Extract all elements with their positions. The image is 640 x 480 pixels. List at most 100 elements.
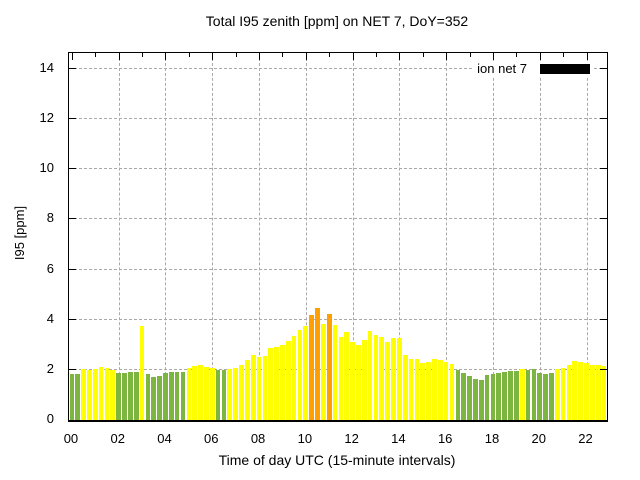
y-tick-mark	[600, 368, 607, 370]
y-tick-value: 0	[46, 411, 54, 426]
bar	[233, 368, 238, 420]
bar	[566, 365, 572, 420]
bar	[81, 369, 86, 420]
bar	[315, 308, 320, 420]
y-gridline	[69, 268, 607, 270]
bar	[367, 331, 373, 420]
bar	[385, 342, 391, 420]
x-minor-tick-mark	[235, 53, 237, 57]
x-tick-mark	[492, 53, 494, 60]
y-gridline	[69, 68, 607, 70]
bar	[549, 372, 554, 420]
bar	[432, 358, 437, 420]
x-minor-tick-mark	[422, 53, 424, 57]
bar	[595, 365, 601, 420]
bar	[128, 372, 133, 420]
bar	[344, 331, 350, 420]
bar	[531, 369, 537, 420]
bar	[133, 372, 139, 420]
bar	[356, 344, 361, 420]
bar	[198, 365, 203, 420]
bar	[560, 367, 566, 420]
bar	[519, 368, 525, 420]
bar	[420, 363, 426, 420]
x-tick-mark	[352, 53, 354, 60]
y-tick-value: 8	[46, 210, 54, 226]
x-minor-tick-mark	[188, 53, 190, 57]
x-tick-mark	[118, 53, 120, 60]
y-gridline	[69, 218, 607, 220]
x-tick-value: 06	[204, 431, 219, 446]
x-tick-value: 18	[484, 431, 500, 446]
bar	[209, 367, 215, 420]
x-minor-tick-mark	[376, 53, 377, 57]
bar	[408, 359, 414, 420]
x-gridline	[118, 53, 120, 420]
x-minor-tick-mark	[329, 53, 331, 57]
x-gridline	[492, 53, 494, 420]
bar	[87, 370, 92, 420]
bar	[513, 371, 519, 420]
bar	[391, 337, 396, 420]
y-tick-value: 10	[39, 160, 54, 176]
x-tick-value: 12	[344, 431, 359, 446]
bar	[163, 372, 168, 420]
bar	[285, 341, 291, 420]
bar	[262, 356, 268, 420]
x-tick-mark	[586, 53, 588, 60]
bar	[303, 325, 309, 420]
y-gridline	[69, 318, 607, 320]
bar	[449, 363, 455, 420]
bar	[537, 372, 543, 420]
x-tick-mark	[212, 53, 214, 60]
bar	[157, 376, 162, 420]
y-tick-value: 4	[46, 310, 54, 326]
y-tick-mark	[69, 318, 76, 320]
bar	[116, 373, 122, 420]
bar	[590, 365, 595, 420]
x-gridline	[212, 53, 214, 420]
y-tick-mark	[69, 268, 76, 270]
x-gridline	[305, 53, 307, 420]
x-gridline	[446, 53, 448, 420]
bar	[239, 365, 244, 420]
y-tick-value: 6	[46, 260, 54, 276]
x-tick-mark	[399, 53, 401, 60]
x-tick-value: 04	[157, 431, 172, 446]
x-tick-value: 02	[110, 431, 125, 446]
bar	[75, 373, 81, 420]
x-gridline	[539, 53, 541, 420]
x-tick-value: 14	[391, 431, 406, 446]
legend: ion net 7	[474, 61, 593, 76]
bar	[280, 344, 285, 420]
x-tick-value: 00	[63, 431, 79, 446]
x-gridline	[399, 53, 401, 420]
bar	[309, 314, 314, 420]
chart-title: Total I95 zenith [ppm] on NET 7, DoY=352	[205, 13, 469, 29]
y-tick-labels: 0 2 4 6 8 10 12 14	[20, 52, 60, 426]
bar	[478, 380, 484, 420]
x-gridline	[586, 53, 588, 420]
y-tick-mark	[600, 318, 607, 320]
bar	[426, 362, 431, 420]
bar	[69, 373, 75, 420]
bar	[186, 368, 192, 420]
bar	[584, 363, 589, 420]
bar	[502, 372, 507, 420]
bar	[572, 361, 578, 420]
x-minor-tick-mark	[142, 53, 144, 57]
x-gridline	[259, 53, 261, 420]
bar	[297, 329, 303, 420]
x-gridline	[352, 53, 354, 420]
bar	[151, 376, 157, 420]
bar	[321, 323, 326, 420]
bar	[145, 374, 151, 420]
y-tick-mark	[69, 368, 76, 370]
bar	[578, 362, 583, 420]
x-minor-tick-mark	[95, 53, 97, 57]
bar	[484, 375, 490, 420]
bar	[490, 373, 496, 420]
y-gridline	[69, 118, 607, 120]
bar	[180, 371, 186, 420]
